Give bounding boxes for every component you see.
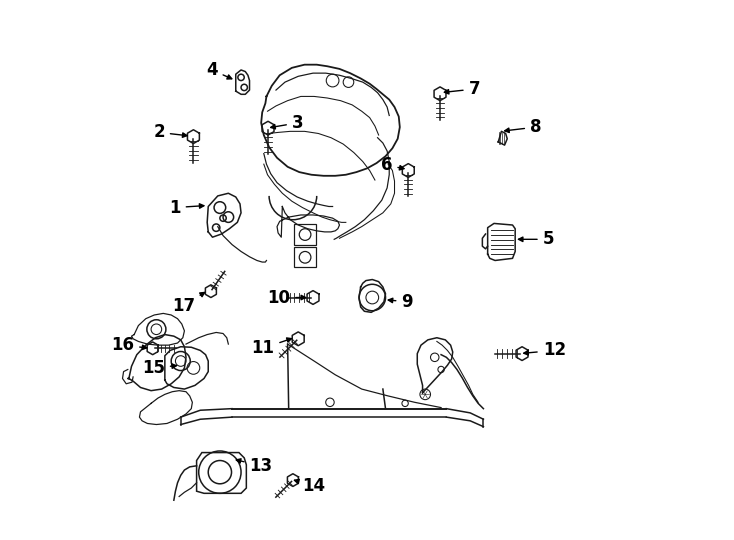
Text: 16: 16: [111, 336, 147, 354]
Text: 1: 1: [170, 199, 204, 217]
Text: 14: 14: [294, 477, 326, 495]
Text: 7: 7: [444, 80, 480, 98]
Text: 3: 3: [271, 114, 303, 132]
Text: 17: 17: [172, 293, 205, 315]
Text: 10: 10: [267, 288, 305, 307]
Text: 8: 8: [505, 118, 542, 136]
Text: 5: 5: [518, 230, 554, 248]
Text: 9: 9: [388, 293, 413, 310]
Text: 4: 4: [206, 61, 232, 79]
Text: 11: 11: [251, 338, 291, 357]
Bar: [294, 247, 316, 267]
Text: 2: 2: [153, 124, 187, 141]
Text: 13: 13: [236, 457, 272, 475]
Text: 15: 15: [142, 359, 176, 377]
Text: 12: 12: [524, 341, 566, 360]
Bar: [294, 225, 316, 245]
Text: 6: 6: [381, 156, 404, 174]
